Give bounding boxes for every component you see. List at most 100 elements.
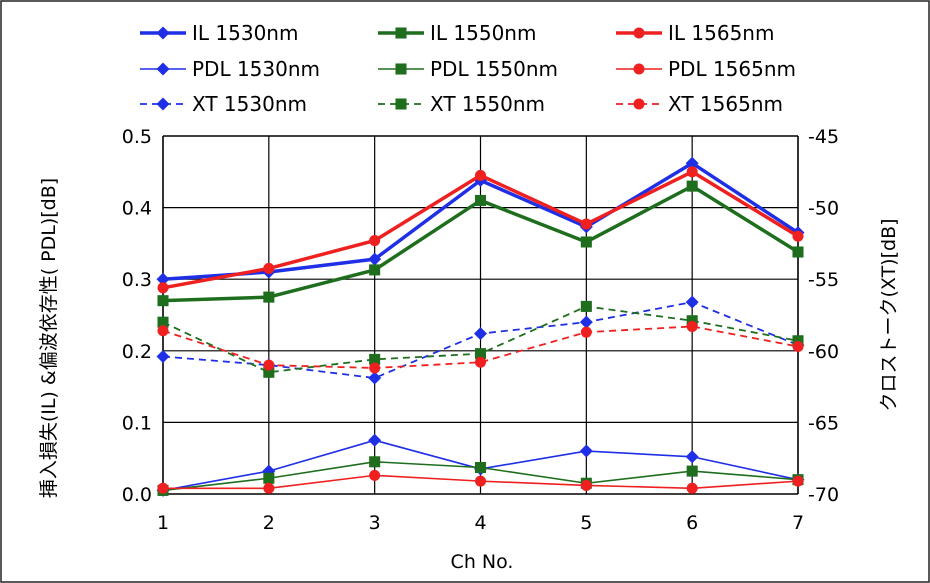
data-point [369, 235, 381, 247]
x-tick-label: 3 [369, 512, 381, 534]
data-point [263, 262, 275, 274]
data-point [369, 362, 381, 374]
legend-marker [633, 27, 645, 39]
legend-label: XT 1530nm [192, 92, 307, 116]
data-point [474, 356, 487, 368]
legend-label: PDL 1565nm [668, 57, 796, 81]
legend-item: PDL 1530nm [140, 57, 320, 81]
data-point [474, 327, 487, 341]
data-point [474, 169, 487, 181]
y-left-tick-label: 0.4 [122, 198, 152, 220]
data-point [474, 348, 487, 360]
legend-marker [395, 98, 407, 110]
legend-marker [156, 62, 170, 76]
y-right-axis-title: クロストーク(XT)[dB] [878, 218, 900, 411]
data-point [368, 252, 382, 266]
data-point [686, 315, 698, 327]
legend-label: IL 1530nm [192, 21, 298, 45]
data-point [474, 194, 487, 206]
data-point [580, 479, 592, 491]
legend-marker [395, 63, 407, 75]
data-point [369, 353, 381, 365]
x-tick-label: 7 [792, 512, 804, 534]
data-point [263, 472, 275, 484]
data-point [156, 350, 170, 364]
x-tick-label: 2 [263, 512, 275, 534]
data-point [474, 461, 487, 474]
y-left-tick-label: 0.0 [122, 484, 152, 506]
y-left-tick-label: 0.5 [122, 126, 152, 148]
legend-item: IL 1530nm [140, 21, 298, 45]
data-point [156, 272, 170, 286]
data-point [263, 291, 275, 303]
data-point [580, 218, 592, 230]
data-point [792, 475, 804, 487]
legend-label: PDL 1530nm [192, 57, 320, 81]
data-point [263, 359, 275, 371]
y-left-tick-label: 0.1 [122, 412, 152, 434]
series-group [157, 180, 804, 307]
legend-label: IL 1565nm [668, 21, 774, 45]
data-point [685, 156, 699, 170]
y-right-tick-label: -65 [808, 412, 839, 434]
legend-marker [156, 97, 170, 111]
y-right-tick-label: -50 [808, 198, 839, 220]
data-point [580, 236, 592, 248]
y-left-tick-label: 0.2 [122, 341, 152, 363]
series-layer [156, 156, 805, 497]
data-point [263, 482, 275, 494]
legend-item: XT 1550nm [378, 92, 545, 116]
legend-item: PDL 1550nm [378, 57, 558, 81]
data-point [686, 320, 698, 332]
data-point [792, 246, 804, 258]
data-point [369, 264, 381, 276]
data-point [157, 295, 169, 307]
y-left-tick-label: 0.3 [122, 269, 152, 291]
data-point [685, 295, 699, 309]
series-group [157, 300, 804, 378]
data-point [157, 316, 169, 328]
y-right-tick-label: -70 [808, 484, 839, 506]
legend-item: IL 1550nm [378, 21, 536, 45]
legend: IL 1530nm IL 1550nm IL 1565nm PDL 1530nm PDL… [140, 21, 796, 116]
data-point [157, 282, 169, 294]
data-point [579, 444, 593, 458]
data-point [157, 482, 169, 494]
data-point [369, 456, 381, 468]
data-point [157, 325, 169, 337]
data-point [580, 300, 592, 312]
legend-item: IL 1565nm [616, 21, 774, 45]
data-point [474, 475, 487, 487]
data-point [580, 326, 592, 338]
x-tick-label: 6 [686, 512, 698, 534]
x-axis-title: Ch No. [451, 551, 514, 573]
legend-item: PDL 1565nm [616, 57, 796, 81]
x-tick-label: 4 [474, 512, 486, 534]
data-point [368, 371, 382, 385]
legend-marker [633, 98, 645, 110]
y-right-tick-label: -45 [808, 126, 839, 148]
data-point [579, 315, 593, 329]
legend-label: IL 1550nm [430, 21, 536, 45]
legend-marker [633, 63, 645, 75]
data-point [263, 366, 275, 378]
series-group [157, 320, 804, 374]
legend-label: XT 1565nm [668, 92, 783, 116]
data-point [686, 482, 698, 494]
legend-marker [395, 27, 407, 39]
data-point [686, 180, 698, 192]
legend-label: XT 1550nm [430, 92, 545, 116]
legend-item: XT 1565nm [616, 92, 783, 116]
y-right-tick-label: -55 [808, 269, 839, 291]
series-group [157, 469, 804, 494]
data-point [792, 335, 804, 347]
legend-item: XT 1530nm [140, 92, 307, 116]
data-point [792, 230, 804, 242]
data-point [686, 166, 698, 178]
y-right-tick-label: -60 [808, 341, 839, 363]
x-tick-label: 1 [157, 512, 169, 534]
x-tick-label: 5 [580, 512, 592, 534]
